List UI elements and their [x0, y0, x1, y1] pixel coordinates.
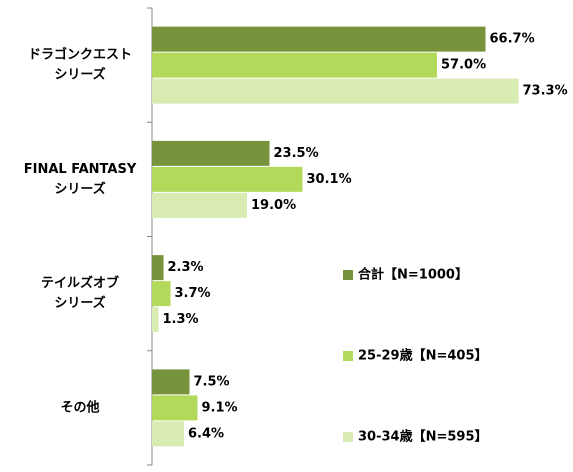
bar [152, 192, 247, 218]
bar [152, 52, 437, 78]
bar [152, 255, 164, 281]
value-label: 9.1% [202, 400, 238, 415]
value-label: 30.1% [307, 172, 352, 187]
legend-swatch [343, 432, 353, 442]
legend-label: 30-34歳【N=595】 [358, 429, 488, 445]
legend-label: 合計【N=1000】 [358, 267, 468, 283]
value-label: 3.7% [175, 286, 211, 301]
legend-label: 25-29歳【N=405】 [358, 348, 488, 364]
bar [152, 281, 171, 307]
legend-swatch [343, 351, 353, 361]
value-label: 73.3% [523, 84, 568, 99]
bar [152, 307, 159, 333]
bar [152, 78, 519, 104]
value-label: 23.5% [274, 146, 319, 161]
bar [152, 421, 184, 447]
y-tick-label: ドラゴンクエスト [28, 47, 132, 63]
bar [152, 395, 198, 421]
y-tick-label: シリーズ [54, 67, 105, 83]
bar [152, 369, 190, 395]
y-tick-label: その他 [60, 399, 99, 415]
value-label: 19.0% [251, 198, 296, 213]
y-tick-label: シリーズ [54, 181, 105, 197]
bar [152, 140, 270, 166]
bar [152, 26, 486, 52]
value-label: 1.3% [163, 312, 199, 327]
bar [152, 166, 303, 192]
y-tick-label: シリーズ [54, 295, 105, 311]
value-label: 2.3% [168, 260, 204, 275]
value-label: 6.4% [188, 426, 224, 441]
value-label: 7.5% [194, 374, 230, 389]
legend-swatch [343, 270, 353, 280]
y-tick-label: FINAL FANTASY [24, 162, 137, 177]
y-tick-label: テイルズオブ [41, 275, 119, 291]
value-label: 57.0% [441, 58, 486, 73]
value-label: 66.7% [490, 32, 535, 47]
